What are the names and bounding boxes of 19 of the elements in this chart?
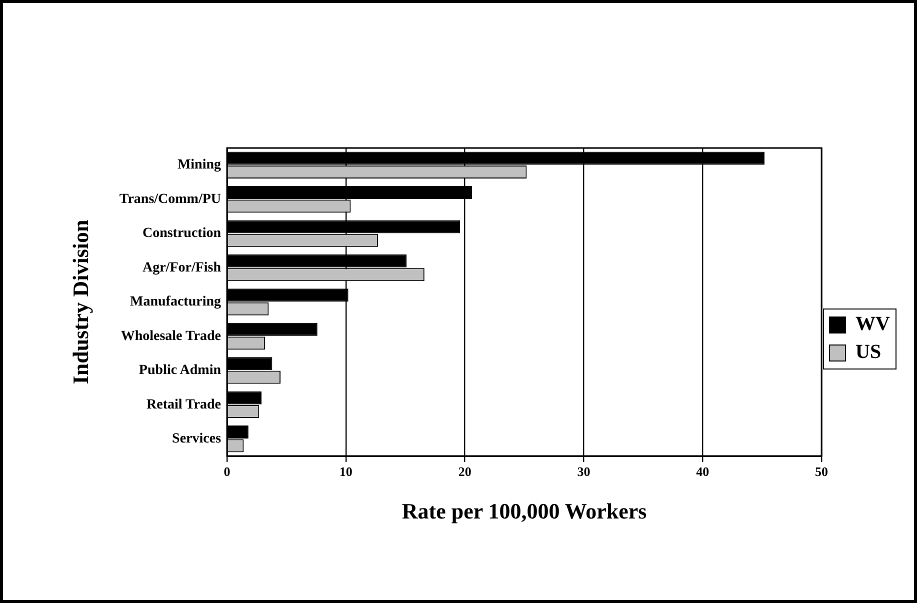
x-tick-label: 40: [696, 464, 710, 480]
x-axis-title: Rate per 100,000 Workers: [402, 498, 648, 524]
y-tick-label: Public Admin: [138, 363, 222, 378]
legend-label: WV: [856, 313, 891, 336]
y-tick-label: Mining: [177, 158, 222, 173]
y-tick-label: Construction: [142, 226, 222, 242]
legend-label: US: [856, 341, 882, 364]
y-tick-label: Services: [172, 432, 222, 446]
y-tick-label: Agr/For/Fish: [142, 260, 222, 276]
x-tick-label: 10: [339, 464, 352, 480]
x-tick-label: 50: [815, 464, 828, 480]
y-tick-label: Wholesale Trade: [120, 328, 222, 344]
y-axis-title: Industry Division: [68, 220, 93, 384]
x-tick-label: 30: [577, 464, 590, 480]
y-tick-label: Trans/Comm/PU: [119, 192, 222, 207]
x-tick-label: 20: [458, 464, 472, 480]
x-tick-label: 0: [224, 464, 230, 480]
y-tick-label: Manufacturing: [130, 294, 222, 310]
y-tick-label: Retail Trade: [146, 397, 222, 412]
